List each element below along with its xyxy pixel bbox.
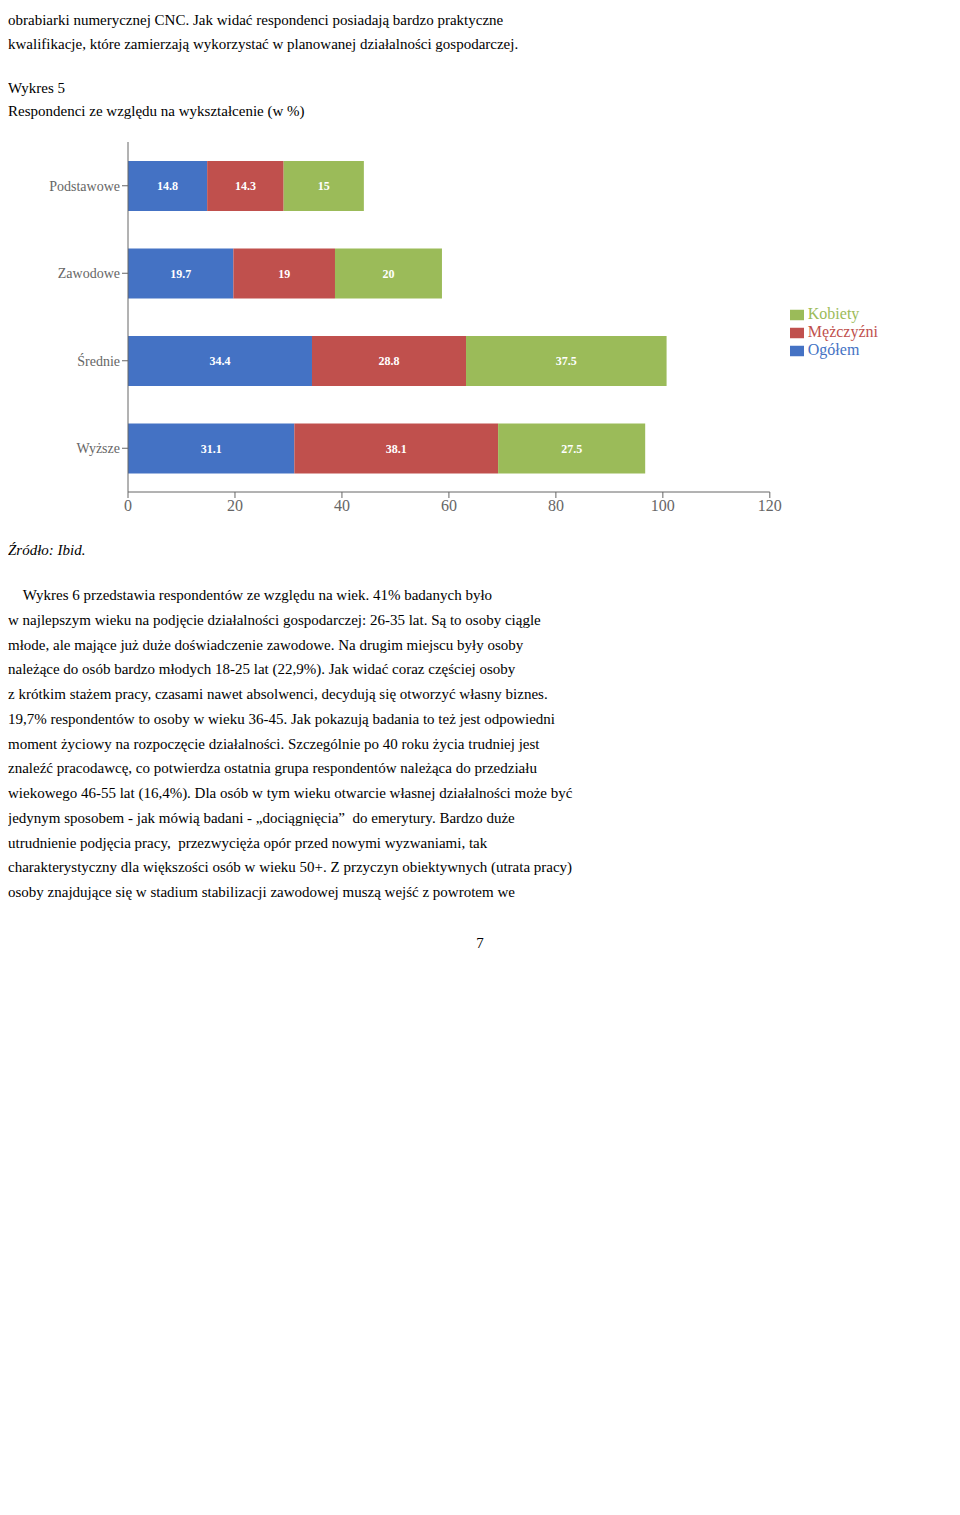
svg-text:120: 120 <box>758 497 782 514</box>
svg-text:14.3: 14.3 <box>235 179 256 193</box>
html-text:charakterystyczny dla większoś: charakterystyczny dla większości osób w … <box>8 859 573 876</box>
svg-text:60: 60 <box>441 497 457 514</box>
html-text:młode, ale mające już duże doś: młode, ale mające już duże doświadczenie… <box>8 636 524 653</box>
svg-text:31.1: 31.1 <box>201 442 222 456</box>
html-text:Wykres 5: Wykres 5 <box>8 80 65 96</box>
html-text:z krótkim stażem pracy, czasam: z krótkim stażem pracy, czasami nawet ab… <box>8 686 548 702</box>
html-text:utrudnienie podjęcia pracy, pr: utrudnienie podjęcia pracy, przezwycięża… <box>8 834 488 851</box>
svg-text:37.5: 37.5 <box>556 354 577 368</box>
html-text:Mężczyźni: Mężczyźni <box>807 323 878 340</box>
html-text:osoby znajdujące się w stadium: osoby znajdujące się w stadium stabiliza… <box>8 884 515 900</box>
html-text:kwalifikacje, które zamierzają: kwalifikacje, które zamierzają wykorzyst… <box>8 36 519 52</box>
svg-text:20: 20 <box>382 267 394 281</box>
html-text:w najlepszym wieku na podjęcie: w najlepszym wieku na podjęcie działalno… <box>8 611 541 628</box>
html-text:7: 7 <box>476 934 484 951</box>
svg-text:Wyższe: Wyższe <box>77 441 120 456</box>
svg-text:Podstawowe: Podstawowe <box>49 179 120 194</box>
html-text:Kobiety: Kobiety <box>807 305 860 322</box>
svg-text:27.5: 27.5 <box>561 442 582 456</box>
html-text:Respondenci ze względu na wyks: Respondenci ze względu na wykształcenie … <box>8 103 305 119</box>
html-text:jedynym sposobem - jak mówią b: jedynym sposobem - jak mówią badani - „d… <box>8 809 515 826</box>
svg-text:100: 100 <box>651 497 675 514</box>
svg-text:Średnie: Średnie <box>77 353 120 369</box>
html-text:Ogółem: Ogółem <box>807 341 860 358</box>
svg-text:19.7: 19.7 <box>170 267 191 281</box>
svg-text:34.4: 34.4 <box>209 354 230 368</box>
svg-text:28.8: 28.8 <box>379 354 400 368</box>
html-text:Wykres 6 przedstawia responden: Wykres 6 przedstawia respondentów ze wzg… <box>8 587 493 603</box>
svg-text:15: 15 <box>318 179 330 193</box>
html-text:należące do osób bardzo młodyc: należące do osób bardzo młodych 18-25 la… <box>8 661 516 678</box>
svg-text:20: 20 <box>227 497 243 514</box>
html-text:znaleźć pracodawcę, co potwier: znaleźć pracodawcę, co potwierdza ostatn… <box>8 760 537 777</box>
svg-text:38.1: 38.1 <box>386 442 407 456</box>
svg-text:14.8: 14.8 <box>157 179 178 193</box>
html-text:wiekowego 46-55 lat (16,4%). D: wiekowego 46-55 lat (16,4%). Dla osób w … <box>8 785 573 801</box>
svg-text:Zawodowe: Zawodowe <box>58 266 120 281</box>
html-text:Źródło: Ibid.: Źródło: Ibid. <box>8 542 86 558</box>
svg-text:0: 0 <box>124 497 132 514</box>
html-text:moment życiowy na rozpoczęcie: moment życiowy na rozpoczęcie działalnoś… <box>8 735 540 752</box>
html-text:obrabiarki numerycznej CNC. Ja: obrabiarki numerycznej CNC. Jak widać re… <box>8 12 504 28</box>
svg-text:19: 19 <box>278 267 290 281</box>
svg-text:80: 80 <box>548 497 564 514</box>
svg-text:40: 40 <box>334 497 350 514</box>
html-text:19,7% respondentów to osoby w: 19,7% respondentów to osoby w wieku 36-4… <box>8 710 555 727</box>
